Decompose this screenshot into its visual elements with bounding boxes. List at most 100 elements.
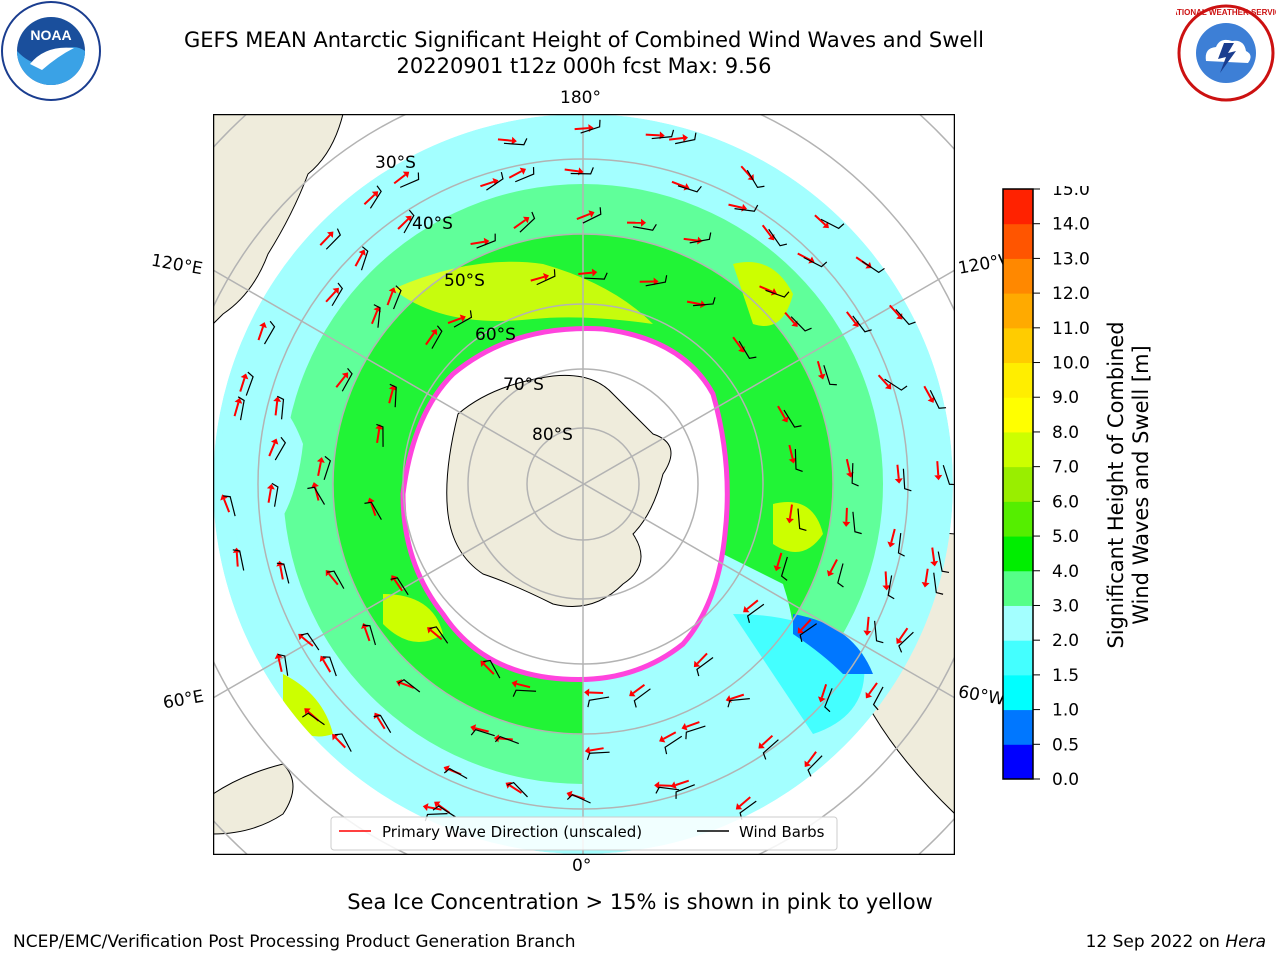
wave-arrow-head: [785, 517, 794, 524]
wave-arrow-shaft: [936, 461, 940, 476]
wave-arrow-head: [511, 679, 518, 688]
wind-barb: [887, 575, 895, 600]
wave-arrow-head: [884, 382, 892, 390]
wind-barb: [807, 755, 823, 777]
wind-barb: [783, 409, 802, 428]
wind-barb: [470, 728, 495, 737]
colorbar-swatch: [1003, 466, 1033, 502]
wave-arrow-head: [804, 760, 811, 767]
wave-arrow-head: [358, 249, 366, 256]
wave-arrow-shaft: [898, 627, 909, 641]
wind-barb: [693, 297, 716, 307]
wave-arrow-shaft: [845, 458, 851, 474]
wave-arrow-shaft: [800, 618, 812, 631]
colorbar-swatch: [1003, 223, 1033, 259]
wave-arrow-head: [259, 322, 267, 329]
legend-wave-label: Primary Wave Direction (unscaled): [382, 823, 642, 841]
colorbar-tick-label: 7.0: [1052, 458, 1079, 478]
wave-arrow-head: [422, 803, 429, 812]
wind-barb: [536, 269, 556, 286]
wind-barb: [837, 563, 844, 588]
wave-arrow-shaft: [509, 784, 523, 794]
colorbar-tick-label: 14.0: [1052, 215, 1090, 235]
wind-barb: [727, 698, 750, 708]
wave-arrow-head: [327, 231, 334, 238]
wind-barb: [582, 207, 602, 224]
colorbar-swatch: [1003, 189, 1033, 225]
wind-barb: [645, 275, 668, 287]
wave-arrow-shaft: [235, 552, 239, 567]
wave-arrow-shaft: [738, 796, 751, 807]
noaa-logo: NOAA: [1, 1, 101, 101]
wind-barb: [738, 340, 757, 359]
wave-arrow-head: [402, 171, 410, 178]
wind-barb: [861, 260, 885, 274]
wave-arrow-head: [319, 655, 327, 663]
lat-label-70s: 70°S: [503, 375, 544, 395]
wave-arrow-shaft: [363, 627, 371, 642]
wave-arrow-shaft: [239, 377, 246, 392]
antarctica-land: [446, 374, 672, 607]
wave-arrow-head: [240, 373, 249, 380]
colorbar-swatch: [1003, 293, 1033, 329]
colorbar-tick-label: 10.0: [1052, 354, 1090, 374]
wind-barb: [327, 570, 345, 589]
wave-arrow-shaft: [589, 691, 604, 695]
wave-arrow-head: [341, 372, 349, 379]
wave-arrow-shaft: [397, 218, 409, 230]
wave-arrow-head: [641, 218, 647, 227]
wind-barb: [334, 733, 352, 752]
footer-credit: NCEP/EMC/Verification Post Processing Pr…: [13, 932, 576, 952]
wind-barb: [237, 396, 245, 421]
wind-barb: [389, 383, 397, 408]
map-frame: [213, 114, 955, 855]
wave-arrow-head: [443, 765, 450, 773]
wind-barb: [276, 562, 290, 584]
wind-barb: [331, 282, 344, 307]
wind-barb: [895, 308, 916, 326]
wind-barb: [506, 781, 528, 798]
wave-arrow-head: [470, 724, 477, 733]
wave-arrow-shaft: [890, 528, 896, 543]
wind-barb: [390, 577, 409, 596]
wave-arrow-shaft: [530, 275, 545, 282]
wind-barb: [584, 272, 608, 280]
wind-barb: [376, 423, 384, 447]
graticule: [213, 114, 955, 855]
wind-barb: [803, 256, 828, 268]
wind-barb: [696, 656, 714, 677]
wind-barb: [399, 172, 420, 188]
noaa-logo-text: NOAA: [30, 27, 71, 43]
wave-arrow-head: [781, 416, 789, 423]
wave-arrow-shaft: [728, 203, 743, 209]
colorbar-tick-label: 1.5: [1052, 666, 1079, 686]
wave-arrow-shaft: [746, 599, 759, 610]
wave-arrow-shaft: [386, 291, 394, 306]
wave-arrow-head: [817, 373, 826, 380]
wind-barb: [232, 549, 245, 571]
wind-barb: [300, 632, 320, 651]
colorbar-swatch: [1003, 362, 1033, 398]
colorbar-swatch: [1003, 605, 1033, 641]
wave-arrow-shaft: [474, 727, 489, 733]
wave-arrow-shaft: [820, 683, 828, 698]
wave-arrow-head: [274, 653, 283, 659]
wave-arrow-head: [493, 734, 500, 743]
colorbar-tick-label: 8.0: [1052, 423, 1079, 443]
wave-arrow-head: [483, 237, 490, 246]
wind-barb: [633, 688, 651, 708]
wave-arrow-shaft: [354, 253, 364, 267]
wave-arrow-shaft: [814, 214, 826, 226]
lon-label-120e: 120°E: [149, 250, 205, 280]
wave-arrow-shaft: [328, 573, 339, 586]
wave-arrow-head: [629, 689, 636, 697]
colorbar-swatch: [1003, 536, 1033, 572]
wave-arrow-head: [566, 790, 573, 799]
wind-barb: [852, 315, 872, 333]
lat-label-60s: 60°S: [475, 325, 516, 345]
wave-arrow-head: [822, 221, 829, 229]
wind-barb: [929, 390, 947, 409]
wind-barb: [519, 211, 536, 233]
wave-arrow-head: [298, 633, 305, 641]
wave-arrow-head: [887, 541, 896, 548]
